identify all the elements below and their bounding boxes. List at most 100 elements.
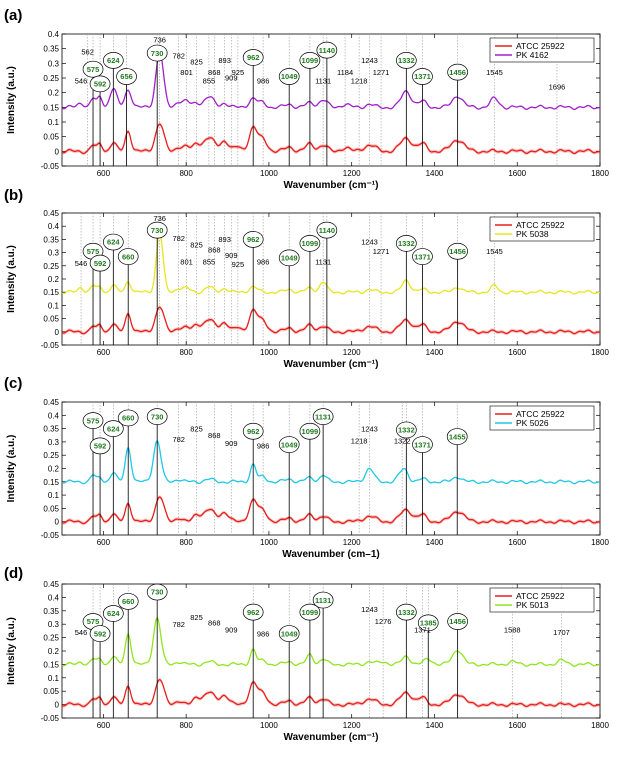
peak-label: 801 xyxy=(180,258,193,267)
y-tick-label: 0 xyxy=(55,147,60,156)
peak-circle xyxy=(278,436,300,453)
peak-label: 986 xyxy=(257,77,270,86)
peak-label: 592 xyxy=(94,80,107,89)
peak-label: 1456 xyxy=(449,247,466,256)
x-axis-title: Wavenumber (cm⁻¹) xyxy=(284,732,379,743)
peak-circle xyxy=(299,422,321,440)
peak-label: 624 xyxy=(107,609,120,618)
series-band-0 xyxy=(62,495,600,526)
peak-label: 562 xyxy=(81,47,94,56)
legend-box xyxy=(489,216,595,242)
peak-circle xyxy=(395,421,417,439)
peak-label: 962 xyxy=(247,608,260,617)
series-band-0 xyxy=(62,305,600,336)
peak-label: 782 xyxy=(172,52,185,61)
peak-label: 1243 xyxy=(361,424,378,433)
peak-label: 1099 xyxy=(302,239,319,248)
y-tick-label: 0.35 xyxy=(43,45,59,54)
series-line-1 xyxy=(61,231,601,295)
y-tick-label: 0.1 xyxy=(48,674,60,683)
peak-circle xyxy=(395,52,417,69)
peak-label: 1456 xyxy=(449,617,466,626)
y-tick-label: 0.2 xyxy=(48,465,60,474)
peak-circle xyxy=(299,235,321,252)
peak-label: 1271 xyxy=(373,68,390,77)
peak-circle xyxy=(117,409,139,427)
y-axis-title: Intensity (a.u.) xyxy=(6,66,17,134)
panel-label: (c) xyxy=(4,375,22,392)
peak-label: 1218 xyxy=(351,436,368,445)
peak-circle xyxy=(146,221,168,239)
peak-circle xyxy=(412,68,433,85)
x-tick-label: 1000 xyxy=(260,348,278,357)
panel-label: (d) xyxy=(4,565,23,582)
peak-circle xyxy=(242,49,264,66)
x-tick-label: 1200 xyxy=(343,348,361,357)
peak-label: 730 xyxy=(151,412,164,421)
x-tick-label: 1400 xyxy=(426,169,444,178)
x-tick-label: 1400 xyxy=(426,348,444,357)
peak-label: 1371 xyxy=(414,252,431,261)
peak-label: 575 xyxy=(87,617,100,626)
peak-label: 868 xyxy=(208,246,221,255)
legend-entry: PK 4162 xyxy=(516,50,549,60)
y-tick-label: 0.4 xyxy=(48,593,60,602)
peak-circle xyxy=(312,591,334,609)
peak-circle xyxy=(102,420,124,437)
legend-entry: ATCC 25922 xyxy=(516,220,565,230)
y-tick-label: 0.05 xyxy=(43,315,59,324)
x-tick-label: 600 xyxy=(97,721,111,730)
y-tick-label: 0.2 xyxy=(48,275,60,284)
peak-label: 1371 xyxy=(414,625,431,634)
x-axis-title: Wavenumber (cm⁻¹) xyxy=(284,359,379,370)
y-tick-label: 0.15 xyxy=(43,288,59,297)
x-tick-label: 1200 xyxy=(343,169,361,178)
peak-circle xyxy=(102,605,124,622)
peak-label: 546 xyxy=(75,77,88,86)
y-axis-title: Intensity (a.u.) xyxy=(6,617,17,685)
chart-panel-2: (c) -0.05 0 0.05 0.1 0.15 0.2 0.25 0.3 0.35 0.4 0.4… xyxy=(4,375,609,560)
x-tick-label: 800 xyxy=(179,169,193,178)
peak-label: 986 xyxy=(257,258,270,267)
x-tick-label: 1600 xyxy=(508,348,526,357)
peak-label: 1332 xyxy=(398,56,415,65)
y-tick-label: 0.3 xyxy=(48,620,60,629)
peak-circle xyxy=(412,436,433,453)
peak-label: 546 xyxy=(75,628,88,637)
peak-circle xyxy=(316,41,338,59)
peak-label: 893 xyxy=(218,235,231,244)
peak-label: 868 xyxy=(208,619,221,628)
legend-entry: PK 5013 xyxy=(516,600,549,610)
peak-label: 925 xyxy=(232,68,245,77)
x-tick-label: 1000 xyxy=(260,538,278,547)
peak-label: 624 xyxy=(107,424,120,433)
y-axis-title: Intensity (a.u.) xyxy=(6,245,17,313)
peak-label: 825 xyxy=(190,613,203,622)
chart-panel-0: (a) -0.05 0 0.05 0.1 0.15 0.2 0.25 0.3 0.35 0.4 600… xyxy=(4,7,609,191)
peak-circle xyxy=(412,248,433,265)
legend-entry: ATCC 25922 xyxy=(516,41,565,51)
peak-label: 660 xyxy=(122,414,135,423)
peak-label: 986 xyxy=(257,629,270,638)
peak-circle xyxy=(278,625,300,642)
series-band-0 xyxy=(62,122,600,156)
panel-label: (b) xyxy=(4,187,23,204)
y-tick-label: 0.05 xyxy=(43,687,59,696)
y-tick-label: 0.2 xyxy=(48,89,60,98)
y-tick-label: 0 xyxy=(55,518,60,527)
peak-circle xyxy=(146,408,168,425)
peak-label: 1099 xyxy=(302,427,319,436)
legend-entry: PK 5026 xyxy=(516,418,549,428)
y-tick-label: 0.1 xyxy=(48,301,60,310)
peak-label: 1332 xyxy=(398,608,415,617)
y-tick-label: 0.3 xyxy=(48,438,60,447)
chart-panel-1: (b) -0.05 0 0.05 0.1 0.15 0.2 0.25 0.3 0.35 0.4 0.4… xyxy=(4,187,609,370)
x-tick-label: 600 xyxy=(97,538,111,547)
peak-label: 1696 xyxy=(549,83,566,92)
series-line-1 xyxy=(61,616,601,667)
peak-label: 1385 xyxy=(420,619,437,628)
peak-circle xyxy=(242,603,264,621)
x-tick-label: 1400 xyxy=(426,721,444,730)
x-tick-label: 800 xyxy=(179,538,193,547)
